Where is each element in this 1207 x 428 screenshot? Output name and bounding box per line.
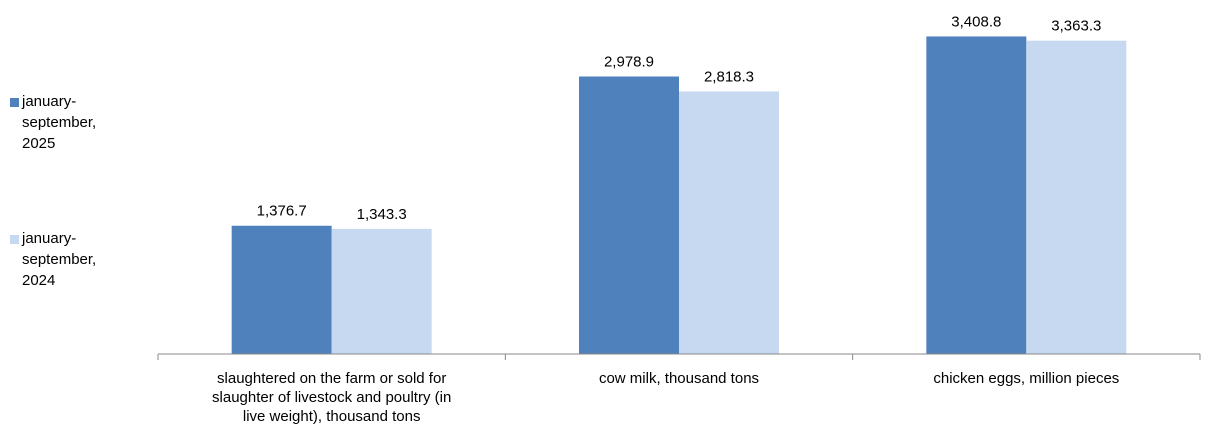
- data-label-2024-0: 1,343.3: [357, 206, 407, 223]
- bar-2024-2: [1026, 40, 1127, 354]
- data-label-2025-1: 2,978.9: [604, 53, 654, 70]
- category-label-line: live weight), thousand tons: [243, 408, 421, 425]
- bar-2025-1: [579, 76, 679, 355]
- data-label-2024-1: 2,818.3: [704, 68, 754, 85]
- category-label-line: chicken eggs, million pieces: [933, 370, 1119, 387]
- data-label-2024-2: 3,363.3: [1051, 18, 1101, 35]
- category-labels: slaughtered on the farm or sold for slaug…: [212, 370, 1119, 425]
- category-label-2: chicken eggs, million pieces: [933, 370, 1119, 387]
- legend-entry-2025: january-september, 2025: [10, 91, 150, 154]
- bars: [231, 36, 1127, 355]
- legend-label-2024: january-september, 2024: [22, 230, 97, 289]
- legend-swatch-2024: [10, 235, 19, 244]
- x-axis: [157, 353, 1201, 360]
- bar-2025-0: [231, 225, 332, 354]
- data-label-2025-2: 3,408.8: [951, 13, 1001, 30]
- legend-entry-2024: january-september, 2024: [10, 228, 150, 291]
- legend-label-2025: january-september, 2025: [22, 93, 97, 152]
- category-label-line: cow milk, thousand tons: [599, 370, 759, 387]
- bar-2025-2: [926, 36, 1027, 355]
- category-label-1: cow milk, thousand tons: [599, 370, 759, 387]
- legend: january-september, 2025: [10, 91, 150, 154]
- category-label-line: slaughter of livestock and poultry (in: [212, 389, 451, 406]
- legend-swatch-2025: [10, 98, 19, 107]
- legend-second: january-september, 2024: [10, 228, 150, 291]
- category-label-0: slaughtered on the farm or sold for slaug…: [212, 370, 451, 425]
- data-label-2025-0: 1,376.7: [257, 203, 307, 220]
- value-labels: 1,376.7 1,343.3 2,978.9 2,818.3 3,408.8 3,363…: [257, 13, 1102, 222]
- category-label-line: slaughtered on the farm or sold for: [217, 370, 446, 387]
- bar-2024-0: [331, 228, 432, 354]
- bar-2024-1: [679, 91, 779, 355]
